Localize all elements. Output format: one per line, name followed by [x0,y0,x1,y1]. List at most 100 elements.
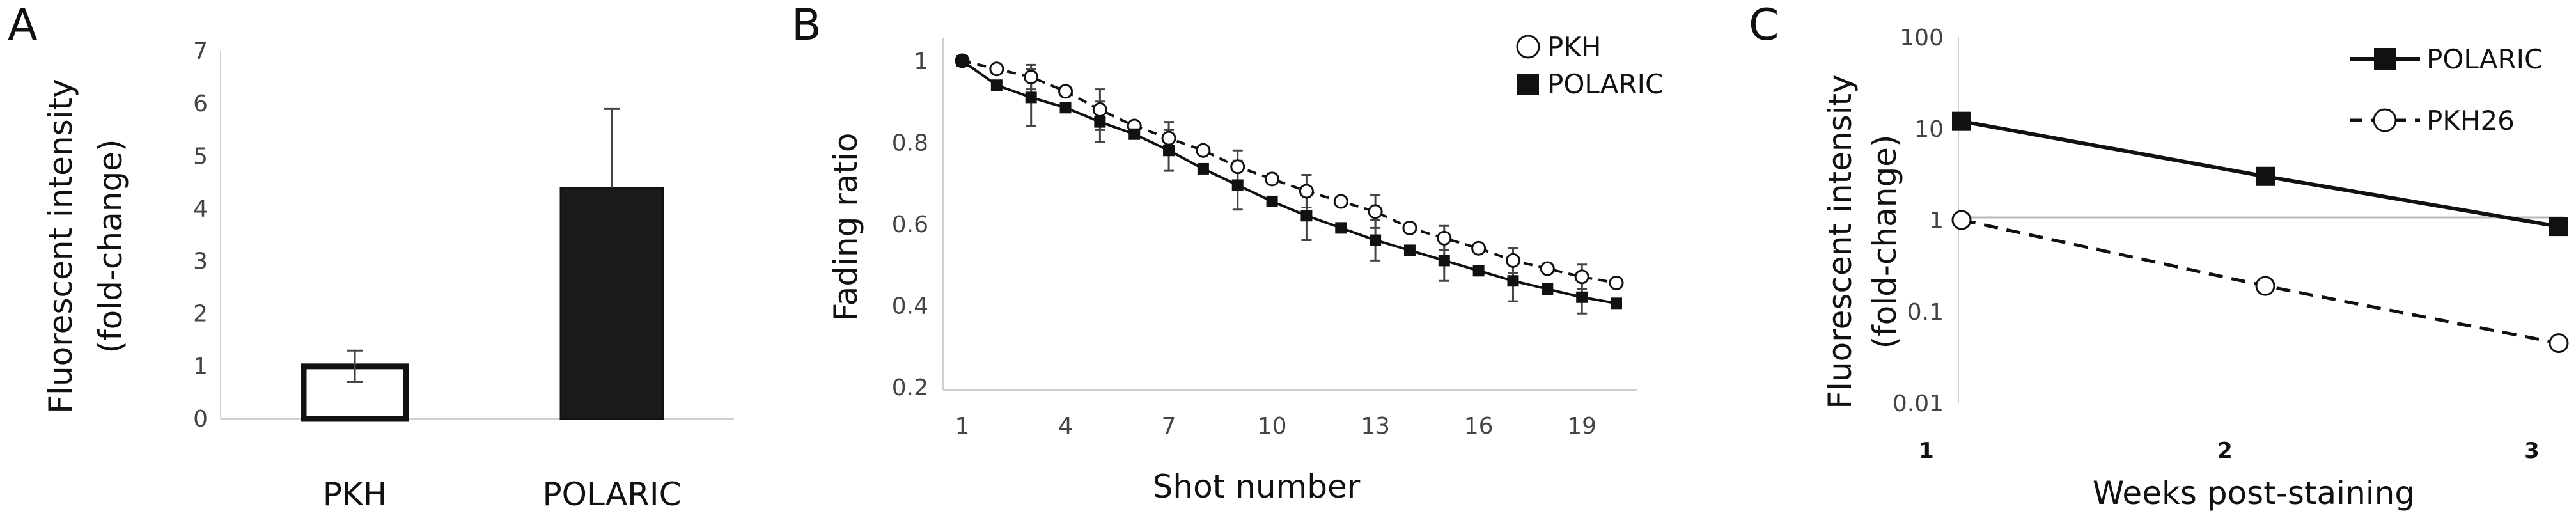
panel-b-point-pkh [989,61,1004,77]
panel-b-point-pkh [1437,230,1452,246]
panel-b-letter: B [792,0,822,51]
panel-a-ytick-label: 3 [193,249,208,275]
panel-b-xtick-label: 13 [1361,413,1390,439]
panel-b-point-polaric [1059,102,1072,114]
panel-a-ytick-label: 6 [193,91,208,117]
panel-c-ytick-label: 100 [1900,25,1944,51]
panel-b-point-pkh [1299,184,1314,199]
panel-b: B Fading ratio 0.2 0.4 0.6 0.8 1 1 4 7 10 13 16 19… [792,0,1664,505]
panel-c: C Fluorescent intensity (fold-change) 0.… [1749,0,2569,512]
panel-b-point-pkh [1540,261,1555,276]
panel-b-point-pkh [1230,159,1245,175]
panel-b-ylabel: Fading ratio [827,132,864,321]
panel-a-ytick-label: 5 [193,143,208,169]
panel-b-xtick-label: 4 [1058,413,1073,439]
panel-b-legend-marker-polaric [1517,74,1539,95]
panel-b-point-polaric [1163,145,1175,157]
panel-b-point-polaric [1403,244,1416,256]
panel-b-xtick-label: 7 [1162,413,1176,439]
panel-b-point-pkh [1092,102,1107,117]
panel-b-line-polaric [961,59,1617,305]
panel-b-point-pkh [1058,84,1073,99]
panel-b-point-polaric [1472,265,1485,277]
panel-b-ytick-label: 0.6 [892,212,928,238]
panel-c-ytick-label: 10 [1914,116,1944,143]
panel-b-point-pkh [1471,240,1487,256]
panel-a-category-pkh: PKH [323,476,387,513]
panel-c-point-pkh26 [1951,210,1972,230]
panel-b-point-polaric [1128,128,1141,140]
panel-a-ylabel-line1: Fluorescent intensity [42,79,79,413]
panel-b-point-polaric [1335,222,1347,234]
panel-b-ytick-label: 0.4 [892,294,928,320]
panel-b-point-polaric [956,55,968,67]
panel-b-legend-label-pkh: PKH [1547,31,1601,63]
panel-a-letter: A [8,0,38,51]
panel-b-point-pkh [1196,143,1211,158]
panel-b-point-pkh [1609,275,1624,290]
panel-b-point-polaric [1507,275,1519,287]
panel-c-letter: C [1749,0,1779,51]
panel-c-ytick-label: 1 [1929,208,1944,234]
panel-a-ytick-label: 1 [193,354,208,380]
panel-b-ytick-label: 1 [914,49,928,75]
panel-c-legend: POLARIC PKH26 [2350,43,2543,136]
panel-c-xtick-label: 1 [1919,438,1934,464]
panel-a: A Fluorescent intensity (fold-change) 0 1… [8,0,734,513]
panel-b-point-polaric [1576,291,1588,303]
panel-b-point-pkh [1505,253,1520,268]
panel-c-ylabel-line2: (fold-change) [1866,135,1903,349]
panel-b-xtick-label: 16 [1464,413,1494,439]
panel-b-point-polaric [1266,195,1278,207]
panel-b-point-polaric [1370,234,1382,246]
panel-b-point-pkh [1574,269,1589,285]
panel-c-ylabel-line1: Fluorescent intensity [1822,74,1859,409]
panel-b-point-polaric [1438,255,1450,267]
panel-c-legend-marker-polaric [2374,48,2396,70]
panel-c-point-pkh26 [2255,276,2275,296]
panel-c-ytick-label: 0.01 [1893,391,1944,417]
panel-c-xtick-label: 2 [2217,438,2233,464]
panel-b-legend-label-polaric: POLARIC [1547,68,1664,100]
panel-c-point-pkh26 [2549,333,2569,354]
panel-b-ytick-label: 0.2 [892,375,928,401]
panel-b-point-pkh [1402,220,1417,235]
panel-b-point-polaric [1542,283,1554,295]
panel-b-legend: PKH POLARIC [1516,31,1664,100]
panel-b-point-polaric [1231,179,1244,191]
panel-a-ylabel-line2: (fold-change) [92,139,129,354]
panel-a-ytick-label: 4 [193,196,208,222]
panel-a-ytick-label: 0 [193,406,208,432]
panel-b-point-polaric [1300,210,1313,222]
panel-b-xtick-label: 1 [955,413,970,439]
panel-b-xlabel: Shot number [1153,468,1361,505]
panel-c-legend-label-pkh26: PKH26 [2426,105,2515,136]
panel-b-point-pkh [1161,130,1176,146]
panel-c-ytick-label: 0.1 [1907,299,1944,326]
panel-c-xlabel: Weeks post-staining [2093,475,2415,512]
panel-b-point-polaric [1197,162,1209,175]
panel-c-legend-marker-pkh26 [2373,108,2397,132]
panel-b-point-pkh [1333,194,1348,209]
panel-b-xtick-label: 10 [1258,413,1287,439]
panel-b-xtick-label: 19 [1567,413,1596,439]
panel-c-legend-label-polaric: POLARIC [2426,43,2543,75]
panel-a-ytick-label: 7 [193,38,208,65]
panel-b-ytick-label: 0.8 [892,130,928,157]
panel-c-point-polaric [1952,111,1971,131]
panel-c-point-polaric [2549,217,2568,237]
panel-a-category-polaric: POLARIC [542,476,681,513]
panel-b-point-polaric [1094,116,1106,128]
panel-b-legend-marker-pkh [1516,35,1540,59]
panel-b-point-polaric [990,79,1003,91]
panel-b-point-pkh [1368,204,1383,219]
panel-a-bar-polaric [559,187,664,420]
panel-b-point-polaric [1025,91,1037,104]
panel-a-ytick-label: 2 [193,301,208,327]
panel-c-point-polaric [2256,166,2275,186]
panel-b-point-polaric [1611,297,1622,310]
panel-c-xtick-label: 3 [2524,438,2540,464]
panel-b-point-pkh [1265,171,1280,187]
panel-b-point-pkh [1024,70,1039,84]
